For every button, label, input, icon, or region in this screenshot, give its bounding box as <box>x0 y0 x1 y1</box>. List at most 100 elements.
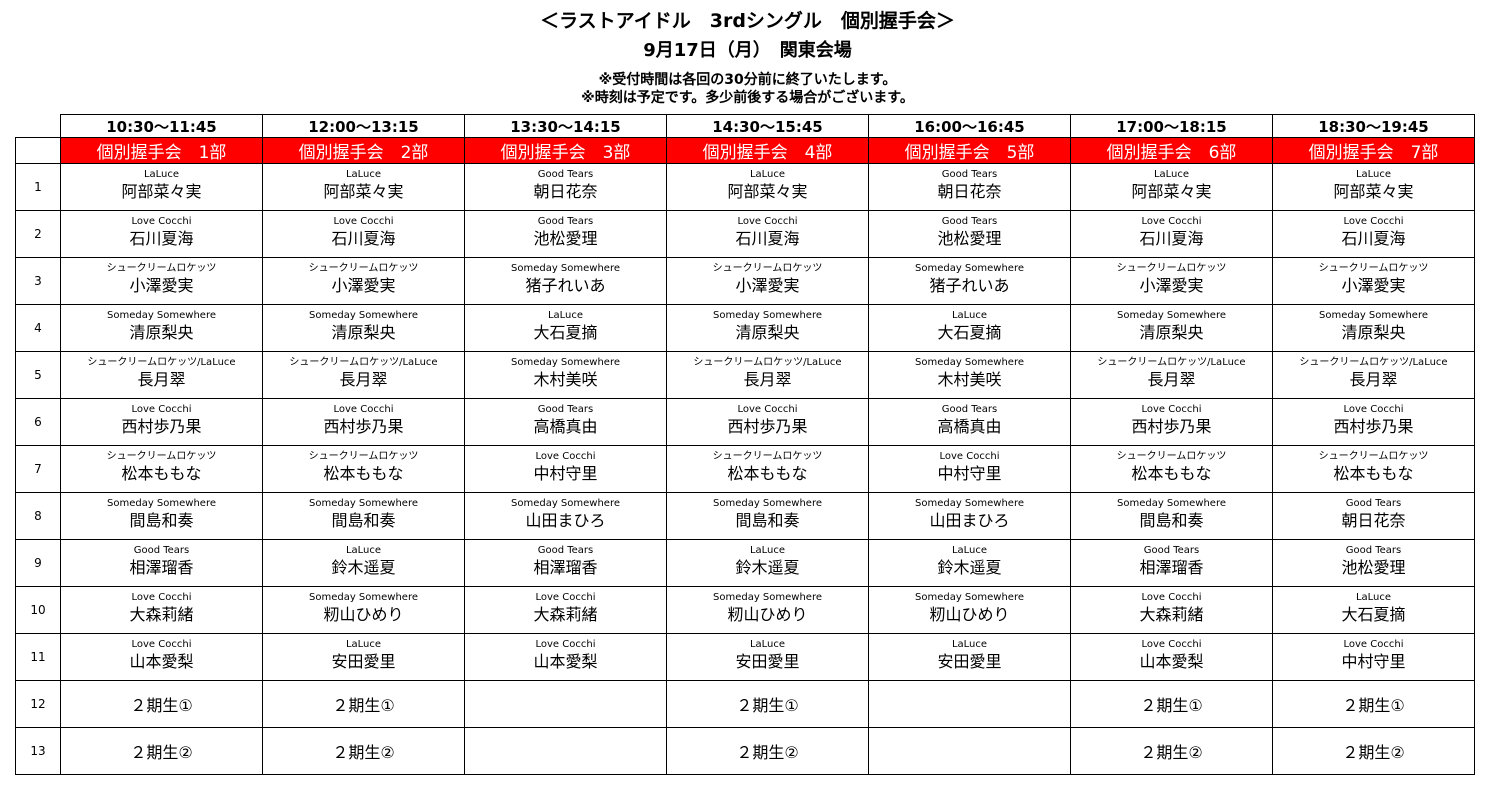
member-name: 石川夏海 <box>735 229 800 248</box>
group-name: シュークリームロケッツ/LaLuce <box>693 357 842 368</box>
member-cell: シュークリームロケッツ 松本ももな <box>60 445 263 493</box>
slot-part-label: 個別握手会 7部 <box>1272 137 1475 164</box>
table-row: 1 LaLuce 阿部菜々実 LaLuce 阿部菜々実 Good Tears 朝日花奈 LaL… <box>15 163 1475 211</box>
member-name: 間島和奏 <box>331 511 396 530</box>
table-row: 9 Good Tears 相澤瑠香 LaLuce 鈴木遥夏 Good Tears 相澤瑠香 L… <box>15 539 1475 587</box>
row-number: 13 <box>15 727 61 775</box>
member-cell: LaLuce 安田愛里 <box>666 633 869 681</box>
member-cell: Love Cocchi 西村歩乃果 <box>262 398 465 446</box>
member-name: 小澤愛実 <box>735 276 800 295</box>
group-name: Someday Somewhere <box>308 498 418 509</box>
group-name: Good Tears <box>1143 545 1200 556</box>
slot-time: 12:00～13:15 <box>262 114 465 138</box>
member-name: 小澤愛実 <box>1139 276 1204 295</box>
member-cell: シュークリームロケッツ小澤愛実 <box>1070 257 1273 305</box>
group-name: Someday Somewhere <box>510 263 620 274</box>
group-name: シュークリームロケッツ <box>308 263 419 274</box>
member-cell: シュークリームロケッツ/LaLuce 長月翠 <box>666 351 869 399</box>
member-name: 阿部菜々実 <box>727 182 808 201</box>
slot-time: 13:30～14:15 <box>464 114 667 138</box>
slot-part-label: 個別握手会 5部 <box>868 137 1071 164</box>
member-cell: LaLuce 鈴木遥夏 <box>868 539 1071 587</box>
group-name: Good Tears <box>941 404 998 415</box>
group-name: Someday Somewhere <box>712 498 822 509</box>
row-number: 10 <box>15 586 61 634</box>
member-cell: Love Cocchi 西村歩乃果 <box>1272 398 1475 446</box>
group-name: Someday Somewhere <box>1318 310 1428 321</box>
group-name: Someday Somewhere <box>510 357 620 368</box>
slot-part-label: 個別握手会 6部 <box>1070 137 1273 164</box>
group-name: LaLuce <box>951 545 988 556</box>
row-number: 6 <box>15 398 61 446</box>
member-cell: Love Cocchi 石川夏海 <box>1272 210 1475 258</box>
group-name: Love Cocchi <box>1141 592 1202 603</box>
member-name: 安田愛里 <box>331 652 396 671</box>
member-cell: シュークリームロケッツ/LaLuce 長月翠 <box>262 351 465 399</box>
group-name: Good Tears <box>537 545 594 556</box>
group-name: Love Cocchi <box>535 639 596 650</box>
group-name: Love Cocchi <box>131 639 192 650</box>
member-name: 清原梨央 <box>129 323 194 342</box>
note-reception: ※受付時間は各回の30分前に終了いたします。 <box>598 72 897 88</box>
member-name: 大石夏摘 <box>533 323 598 342</box>
member-cell <box>868 727 1071 775</box>
member-name: 山本愛梨 <box>129 652 194 671</box>
member-name: 高橋真由 <box>937 417 1002 436</box>
group-name: Good Tears <box>133 545 190 556</box>
member-cell: ２期生② <box>666 727 869 775</box>
member-cell: Good Tears 池松愛理 <box>464 210 667 258</box>
member-name: 阿部菜々実 <box>1333 182 1414 201</box>
member-cell: シュークリームロケッツ/LaLuce 長月翠 <box>1272 351 1475 399</box>
member-name: 安田愛里 <box>937 652 1002 671</box>
member-cell: Love Cocchi 山本愛梨 <box>464 633 667 681</box>
member-cell: Someday Somewhere 籾山ひめり <box>868 586 1071 634</box>
member-name: 池松愛理 <box>937 229 1002 248</box>
group-name: シュークリームロケッツ <box>712 263 823 274</box>
member-cell: Someday Somewhere 間島和奏 <box>60 492 263 540</box>
member-name: 山本愛梨 <box>533 652 598 671</box>
time-row: 10:30～11:45 12:00～13:15 13:30～14:15 14:30～1… <box>15 114 1475 138</box>
member-name: 石川夏海 <box>1139 229 1204 248</box>
group-name: シュークリームロケッツ/LaLuce <box>289 357 438 368</box>
group-name: Love Cocchi <box>333 404 394 415</box>
member-cell: LaLuce 安田愛里 <box>868 633 1071 681</box>
member-name: 相澤瑠香 <box>129 558 194 577</box>
group-name: Someday Somewhere <box>1116 310 1226 321</box>
member-cell: LaLuce 阿部菜々実 <box>60 163 263 211</box>
group-name: Love Cocchi <box>1343 404 1404 415</box>
group-name: シュークリームロケッツ <box>1116 263 1227 274</box>
member-cell: Love Cocchi 山本愛梨 <box>60 633 263 681</box>
group-name: LaLuce <box>1355 592 1392 603</box>
member-name: 松本ももな <box>1131 464 1212 483</box>
group-name: Good Tears <box>1345 498 1402 509</box>
member-cell: Good Tears 相澤瑠香 <box>60 539 263 587</box>
group-name: シュークリームロケッツ <box>712 451 823 462</box>
group-name: シュークリームロケッツ <box>106 451 217 462</box>
member-name: 高橋真由 <box>533 417 598 436</box>
part-row: 個別握手会 1部 個別握手会 2部 個別握手会 3部 個別握手会 4部 個別握手会 5部… <box>15 137 1475 164</box>
member-name: 西村歩乃果 <box>1333 417 1414 436</box>
member-cell <box>464 727 667 775</box>
group-name: Someday Somewhere <box>914 357 1024 368</box>
group-name: シュークリームロケッツ <box>1318 451 1429 462</box>
member-cell: ２期生② <box>60 727 263 775</box>
slot-time: 18:30～19:45 <box>1272 114 1475 138</box>
member-cell: シュークリームロケッツ/LaLuce 長月翠 <box>1070 351 1273 399</box>
member-cell: Good Tears 高橋真由 <box>464 398 667 446</box>
row-number: 5 <box>15 351 61 399</box>
member-cell: シュークリームロケッツ 小澤愛実 <box>60 257 263 305</box>
member-cell: LaLuce 阿部菜々実 <box>262 163 465 211</box>
group-name: LaLuce <box>345 545 382 556</box>
table-row: 7 シュークリームロケッツ 松本ももな シュークリームロケッツ 松本ももな Love Co… <box>15 445 1475 493</box>
member-name: 西村歩乃果 <box>121 417 202 436</box>
member-cell: Good Tears 朝日花奈 <box>464 163 667 211</box>
group-name: Good Tears <box>537 169 594 180</box>
cell-text: ２期生① <box>130 696 193 715</box>
member-cell: LaLuce 大石夏摘 <box>464 304 667 352</box>
member-cell: Love Cocchi 中村守里 <box>464 445 667 493</box>
member-name: 小澤愛実 <box>1341 276 1406 295</box>
member-cell: シュークリームロケッツ 小澤愛実 <box>262 257 465 305</box>
page-title: ＜ラストアイドル 3rdシングル 個別握手会＞ <box>540 10 955 32</box>
member-name: 長月翠 <box>137 370 186 389</box>
member-cell: Someday Somewhere 間島和奏 <box>666 492 869 540</box>
